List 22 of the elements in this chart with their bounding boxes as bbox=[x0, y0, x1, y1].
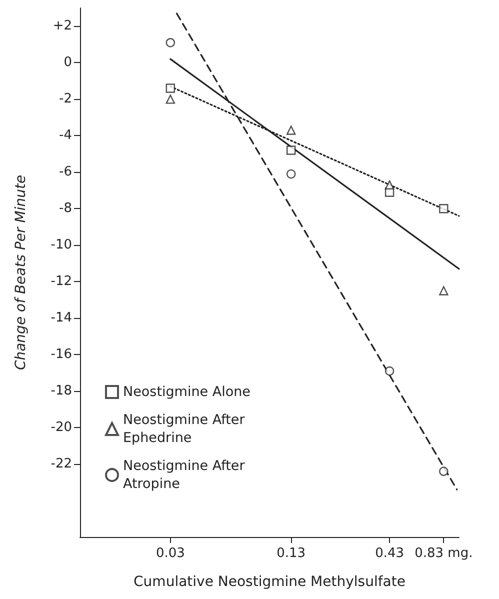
y-tick-label: -2 bbox=[59, 92, 72, 107]
y-tick-label: -20 bbox=[50, 420, 72, 436]
x-tick-label: 0.43 bbox=[375, 546, 404, 561]
y-tick-label: -16 bbox=[50, 347, 72, 362]
y-tick-label: 0 bbox=[64, 55, 72, 70]
legend-label: Neostigmine Alone bbox=[123, 384, 250, 400]
y-tick-label: +2 bbox=[52, 18, 72, 34]
x-tick-label: 0.03 bbox=[156, 546, 185, 561]
y-tick-label: -10 bbox=[50, 238, 72, 253]
x-tick-label: 0.13 bbox=[276, 546, 306, 561]
y-tick-label: -6 bbox=[59, 164, 72, 180]
y-tick-label: -14 bbox=[50, 310, 72, 326]
x-tick-label: 0.83 mg. bbox=[414, 546, 473, 561]
legend-label: Neostigmine After Ephedrine bbox=[123, 412, 250, 446]
y-tick-label: -12 bbox=[50, 274, 72, 290]
y-tick-label: -22 bbox=[50, 456, 72, 472]
y-tick-label: -4 bbox=[59, 128, 72, 144]
y-tick-label: -18 bbox=[50, 384, 72, 399]
legend-label: Neostigmine After Atropine bbox=[123, 458, 250, 492]
y-tick-label: -8 bbox=[59, 201, 72, 216]
y-axis-title: Change of Beats Per Minute bbox=[13, 174, 29, 370]
x-axis-title: Cumulative Neostigmine Methylsulfate bbox=[134, 574, 406, 590]
